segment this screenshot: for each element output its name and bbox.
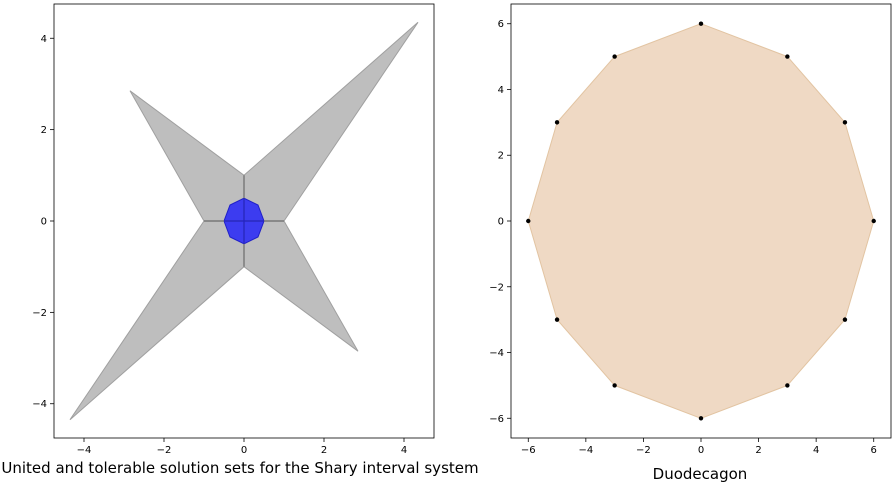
vertex-marker-5 bbox=[785, 383, 790, 388]
right-subplot-x-label: Duodecagon bbox=[653, 465, 748, 483]
y-tick-label: 0 bbox=[41, 217, 47, 228]
left-subplot-x-ticks: −4 −2 0 2 4 bbox=[77, 438, 407, 456]
x-tick-label: 4 bbox=[813, 445, 819, 456]
x-tick-label: 2 bbox=[321, 445, 327, 456]
x-tick-label: 2 bbox=[755, 445, 761, 456]
x-tick-label: −4 bbox=[578, 445, 593, 456]
vertex-marker-2 bbox=[842, 120, 848, 125]
duodecagon-polygon bbox=[527, 23, 875, 419]
vertex-marker-4 bbox=[842, 317, 848, 322]
left-subplot-y-ticks: −4 −2 0 2 4 bbox=[32, 34, 54, 410]
right-subplot-series bbox=[527, 23, 875, 419]
right-subplot-x-ticks: −6 −4 −2 0 2 4 6 bbox=[521, 438, 877, 456]
left-subplot-x-label: United and tolerable solution sets for t… bbox=[1, 459, 478, 477]
vertex-marker-11 bbox=[612, 54, 617, 59]
x-tick-label: 6 bbox=[871, 445, 877, 456]
right-subplot: −6 −4 −2 0 2 4 6 −6 −4 −2 0 2 4 6 Duodecagon bbox=[489, 3, 892, 483]
y-tick-label: −2 bbox=[489, 282, 504, 293]
right-subplot-markers bbox=[526, 21, 876, 421]
vertex-marker-0 bbox=[698, 21, 704, 26]
y-tick-label: 0 bbox=[498, 217, 504, 228]
right-subplot-y-ticks: −6 −4 −2 0 2 4 6 bbox=[489, 19, 511, 425]
x-tick-label: 0 bbox=[698, 445, 704, 456]
x-tick-label: −2 bbox=[157, 445, 172, 456]
vertex-marker-8 bbox=[554, 317, 560, 322]
x-tick-label: −2 bbox=[636, 445, 651, 456]
y-tick-label: −4 bbox=[32, 399, 47, 410]
vertex-marker-1 bbox=[785, 54, 790, 59]
vertex-marker-10 bbox=[554, 120, 560, 125]
vertex-marker-9 bbox=[526, 218, 531, 224]
y-tick-label: 2 bbox=[498, 151, 504, 162]
x-tick-label: −6 bbox=[521, 445, 536, 456]
vertex-marker-6 bbox=[698, 416, 704, 421]
y-tick-label: 6 bbox=[498, 19, 504, 30]
x-tick-label: 4 bbox=[401, 445, 407, 456]
y-tick-label: −2 bbox=[32, 308, 47, 319]
x-tick-label: −4 bbox=[77, 445, 92, 456]
vertex-marker-3 bbox=[871, 218, 876, 224]
x-tick-label: 0 bbox=[241, 445, 247, 456]
left-subplot: −4 −2 0 2 4 −4 −2 0 2 4 United and tolerable sol… bbox=[1, 3, 479, 477]
y-tick-label: 4 bbox=[498, 85, 504, 96]
y-tick-label: 2 bbox=[41, 125, 47, 136]
y-tick-label: −6 bbox=[489, 414, 504, 425]
vertex-marker-7 bbox=[612, 383, 617, 388]
y-tick-label: −4 bbox=[489, 348, 504, 359]
y-tick-label: 4 bbox=[41, 34, 47, 45]
left-subplot-lines bbox=[204, 175, 284, 267]
